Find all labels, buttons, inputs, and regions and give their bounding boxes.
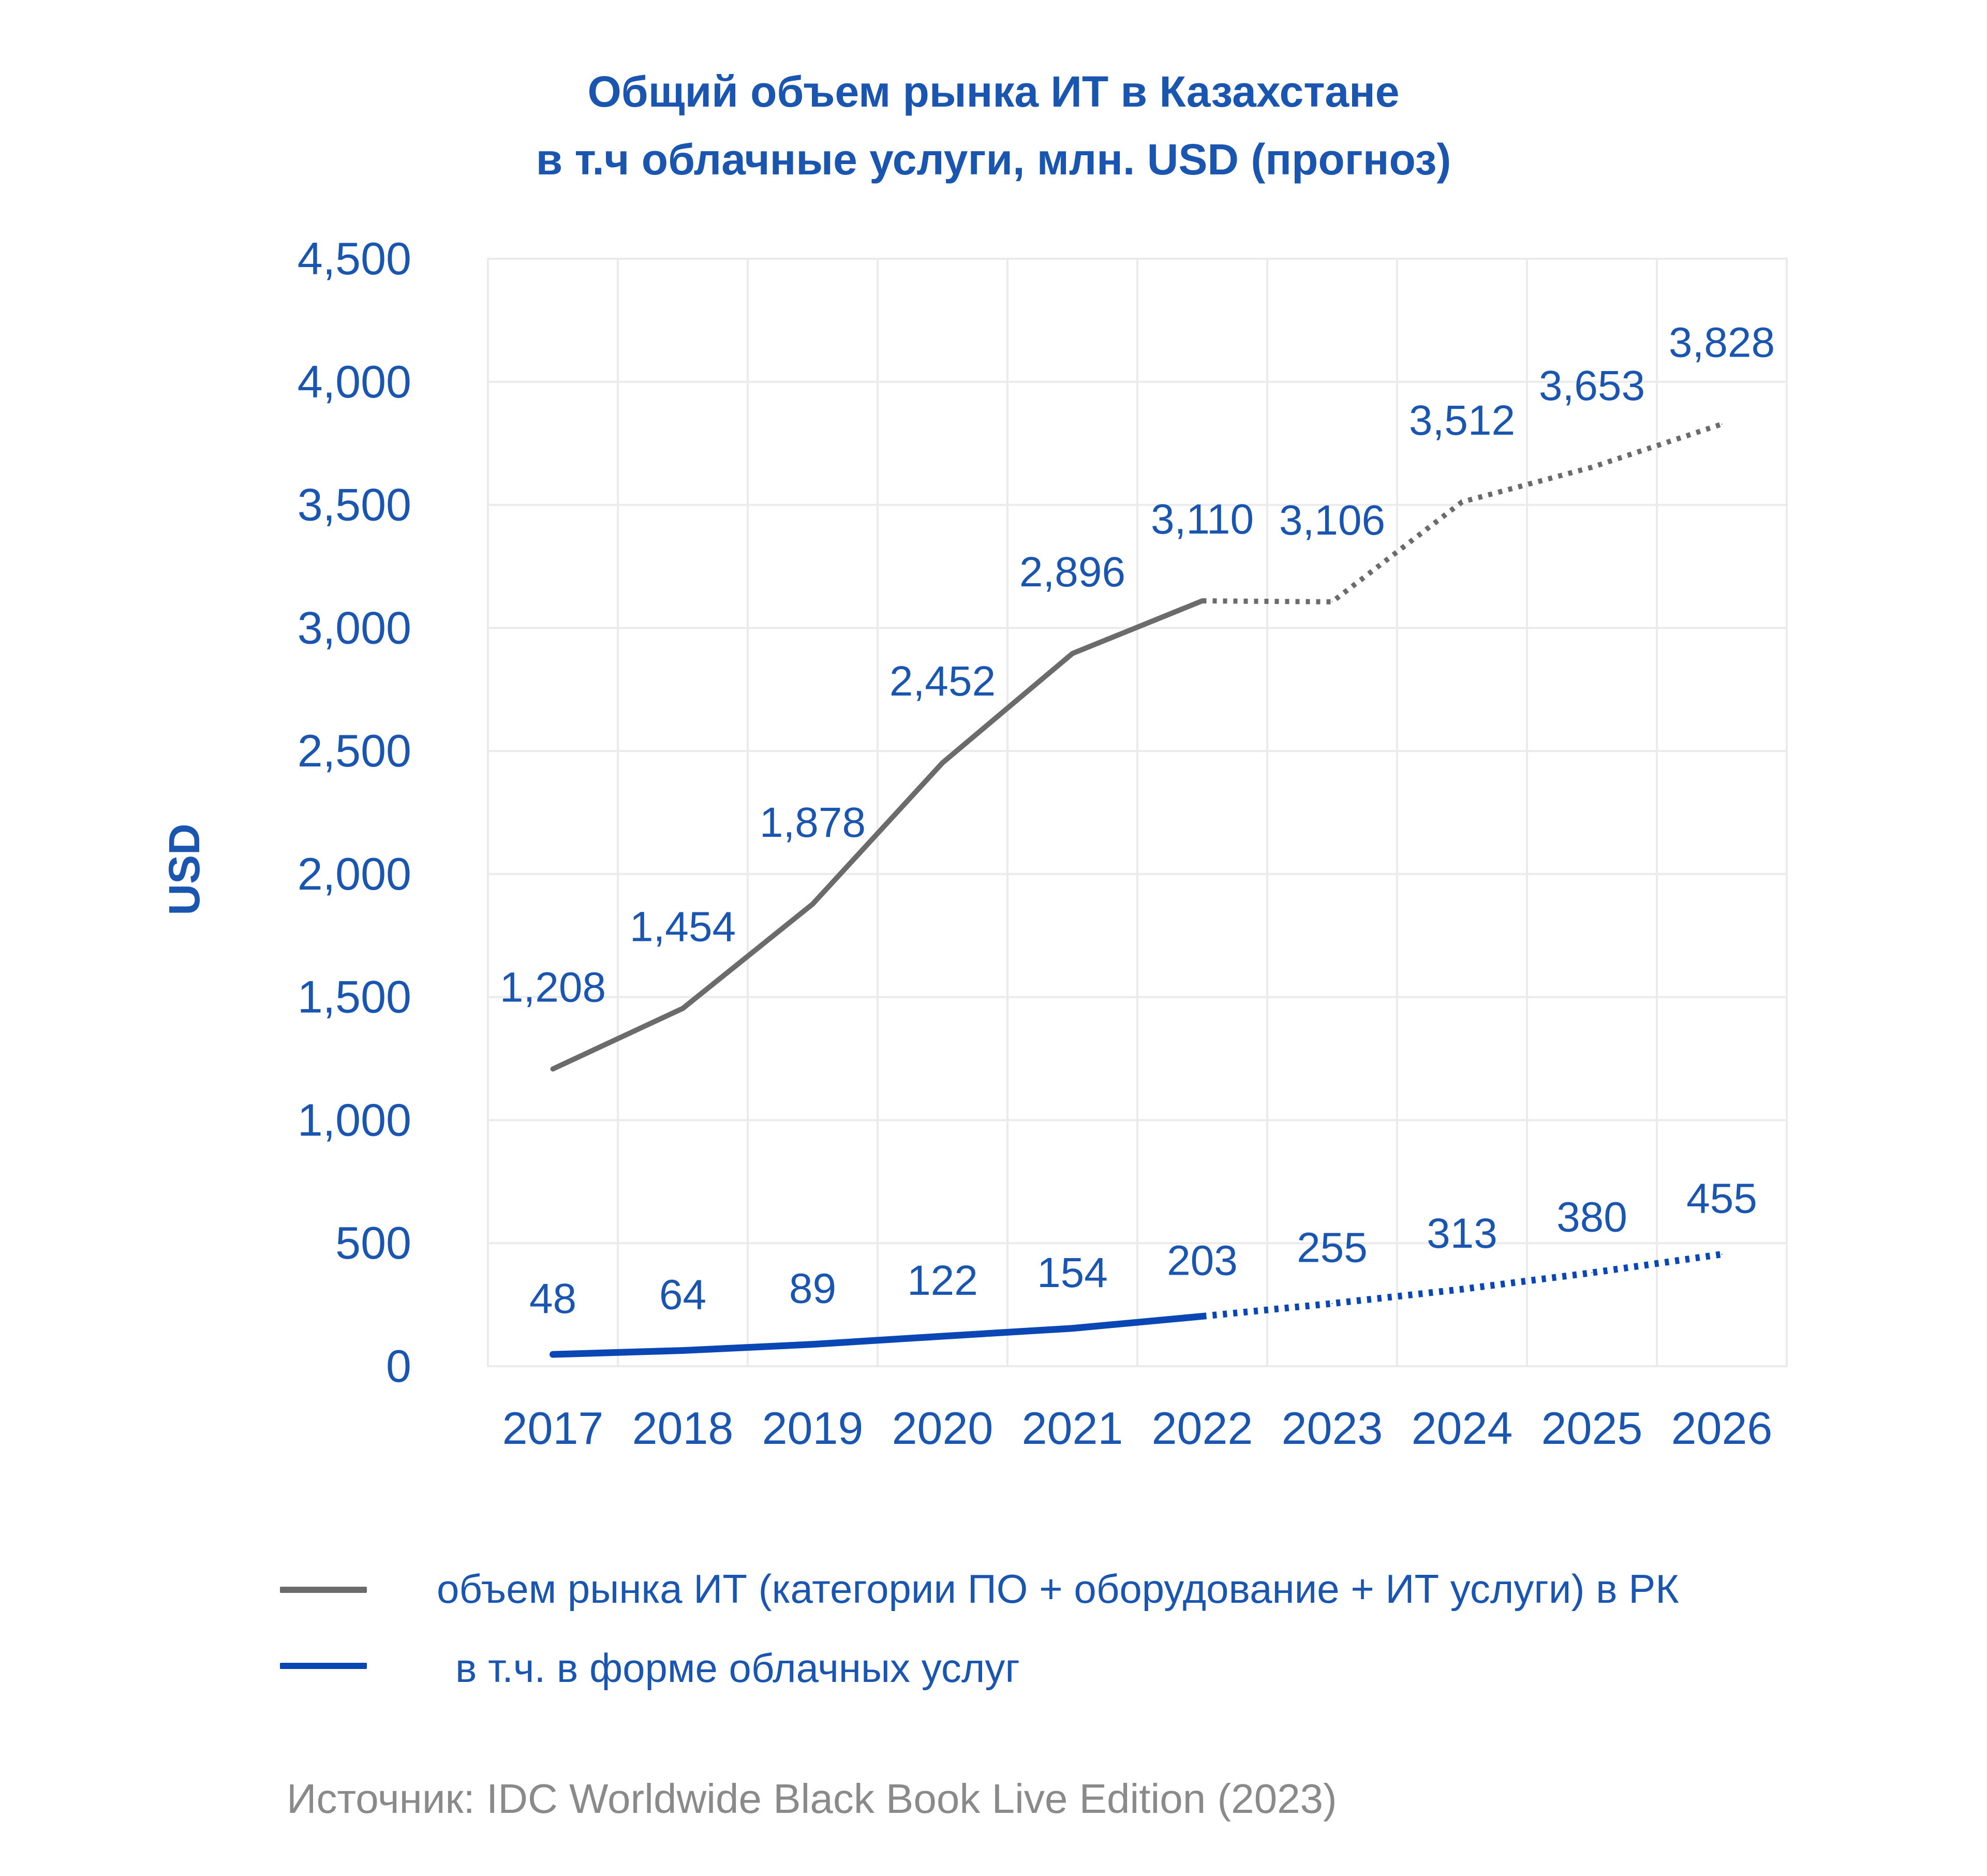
data-point — [1072, 653, 1073, 654]
data-label: 313 — [1427, 1210, 1497, 1257]
x-tick-label: 2019 — [762, 1402, 864, 1454]
x-tick-label: 2017 — [502, 1402, 604, 1454]
y-tick-label: 4,000 — [298, 356, 411, 407]
legend-swatch-cloud — [280, 1663, 367, 1669]
data-point — [942, 1335, 943, 1337]
data-label: 203 — [1167, 1237, 1238, 1284]
y-tick-label: 1,500 — [298, 971, 411, 1023]
data-point — [1202, 1316, 1203, 1317]
legend-label-cloud: в т.ч. в форме облачных услуг — [455, 1645, 1020, 1691]
data-label: 455 — [1686, 1175, 1757, 1222]
data-label: 154 — [1037, 1249, 1108, 1296]
x-tick-label: 2026 — [1671, 1402, 1773, 1454]
source-note: Источник: IDC Worldwide Black Book Live … — [287, 1776, 1337, 1822]
data-label: 2,452 — [889, 658, 996, 705]
legend-swatch-it-market — [280, 1587, 367, 1593]
data-label: 3,110 — [1151, 496, 1254, 543]
y-tick-label: 2,500 — [298, 725, 411, 776]
data-point — [1461, 501, 1463, 503]
data-point — [552, 1068, 554, 1070]
data-point — [682, 1350, 684, 1351]
data-point — [682, 1008, 684, 1009]
data-point — [1591, 466, 1593, 468]
y-tick-label: 3,000 — [298, 602, 411, 653]
y-tick-label: 2,000 — [298, 848, 411, 899]
x-tick-label: 2023 — [1282, 1402, 1383, 1454]
series-line-actual-0 — [550, 598, 1205, 1072]
data-label: 64 — [659, 1272, 706, 1319]
y-tick-label: 500 — [335, 1217, 411, 1268]
x-tick-label: 2022 — [1152, 1402, 1253, 1454]
data-label: 1,454 — [630, 904, 736, 951]
data-label: 1,208 — [500, 964, 606, 1011]
y-axis-label: USD — [160, 823, 209, 915]
data-label: 122 — [907, 1257, 978, 1304]
data-point — [812, 1343, 813, 1345]
data-label: 380 — [1556, 1193, 1627, 1240]
data-point — [942, 762, 943, 763]
chart-title-line-2: в т.ч облачные услуги, млн. USD (прогноз… — [536, 135, 1451, 184]
x-tick-label: 2020 — [892, 1402, 994, 1454]
y-tick-label: 0 — [386, 1340, 411, 1392]
data-label: 3,653 — [1539, 362, 1645, 409]
x-tick-label: 2025 — [1541, 1402, 1643, 1454]
data-label: 255 — [1297, 1224, 1368, 1272]
y-tick-label: 3,500 — [298, 479, 411, 530]
data-label: 3,828 — [1669, 319, 1775, 366]
data-label: 89 — [789, 1265, 836, 1312]
data-point — [1202, 600, 1203, 602]
data-point — [1072, 1327, 1073, 1329]
line-chart: 0 500 1,000 1,500 2,000 2,500 3,000 3,500 4,000 4… — [160, 233, 1788, 1454]
y-tick-label: 1,000 — [298, 1094, 411, 1145]
data-point — [1331, 1303, 1333, 1304]
x-tick-label: 2024 — [1412, 1402, 1513, 1454]
data-label: 3,106 — [1279, 497, 1385, 544]
x-tick-label: 2021 — [1022, 1402, 1123, 1454]
data-label: 48 — [529, 1275, 576, 1322]
data-label: 1,878 — [760, 799, 866, 846]
data-point — [552, 1354, 554, 1355]
data-point — [1461, 1289, 1463, 1290]
y-tick-label: 4,500 — [298, 233, 411, 284]
data-label: 2,896 — [1019, 549, 1125, 596]
data-label: 3,512 — [1409, 397, 1515, 444]
chart-title-line-1: Общий объем рынка ИТ в Казахстане — [587, 67, 1400, 116]
legend-label-it-market: объем рынка ИТ (категории ПО + оборудова… — [437, 1566, 1679, 1612]
data-point — [1721, 1253, 1723, 1255]
data-point — [1331, 601, 1333, 602]
x-tick-label: 2018 — [632, 1402, 734, 1454]
series-line-actual-1 — [550, 1312, 1206, 1358]
data-point — [812, 903, 813, 905]
data-point — [1721, 423, 1723, 425]
data-point — [1591, 1272, 1593, 1274]
